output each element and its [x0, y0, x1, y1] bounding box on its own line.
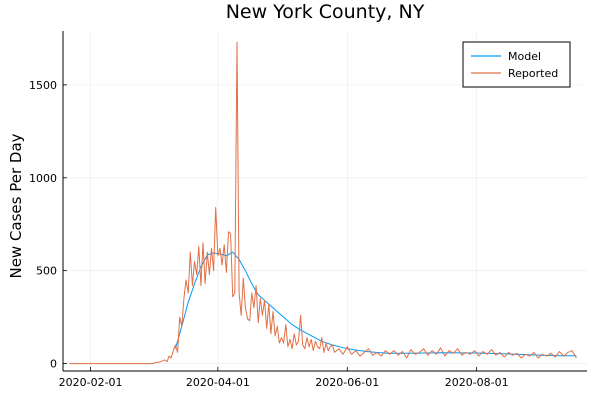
y-tick-labels: 0 500 1000 1500	[29, 79, 57, 371]
x-tick-label: 2020-02-01	[59, 376, 123, 389]
series-line-reported	[69, 41, 577, 365]
series-lines	[69, 41, 577, 365]
legend: Model Reported	[462, 41, 571, 88]
y-tick-label: 1000	[29, 172, 57, 185]
x-tick-label: 2020-04-01	[186, 376, 250, 389]
legend-box	[462, 41, 571, 88]
x-tick-label: 2020-08-01	[445, 376, 509, 389]
series-line-model	[174, 251, 577, 357]
y-tick-label: 1500	[29, 79, 57, 92]
legend-label-model: Model	[508, 50, 541, 63]
axes	[62, 31, 587, 372]
x-tick-label: 2020-06-01	[315, 376, 379, 389]
y-tick-label: 0	[50, 358, 57, 371]
chart-title: New York County, NY	[226, 1, 425, 23]
x-tick-labels: 2020-02-01 2020-04-01 2020-06-01 2020-08-01	[59, 376, 509, 389]
y-tick-label: 500	[36, 265, 57, 278]
legend-label-reported: Reported	[508, 67, 558, 80]
y-axis-label: New Cases Per Day	[7, 133, 25, 278]
